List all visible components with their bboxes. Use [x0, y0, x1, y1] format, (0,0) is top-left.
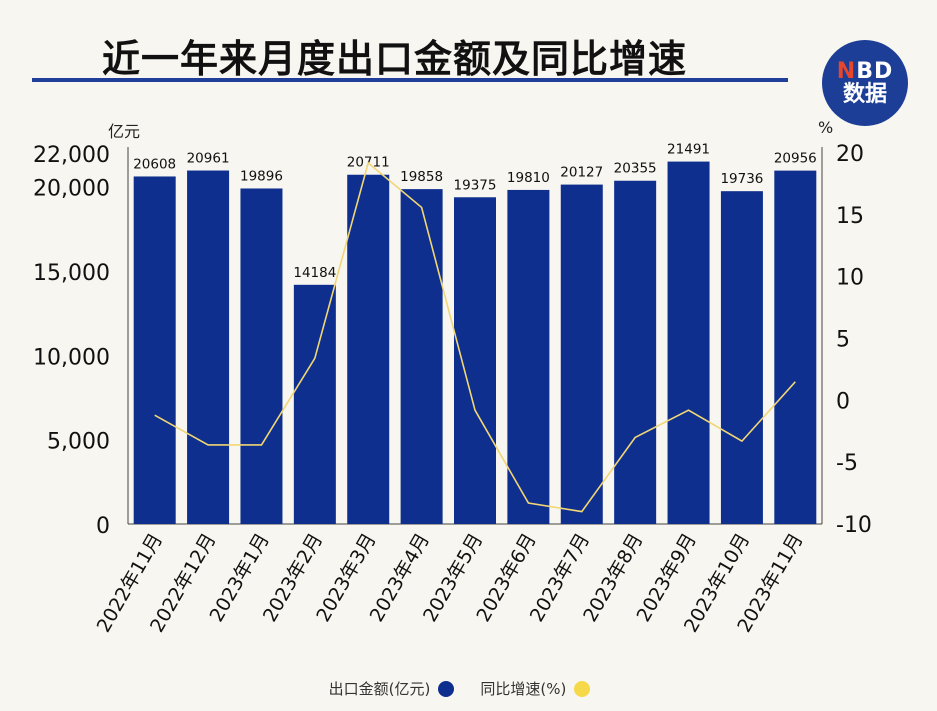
- right-tick-label: 10: [836, 266, 864, 291]
- bar: [187, 170, 230, 525]
- right-tick-label: -10: [836, 513, 872, 538]
- bar: [240, 188, 283, 525]
- title-underline: [32, 78, 788, 82]
- right-tick-label: 20: [836, 142, 864, 167]
- logo-bd: BD: [856, 58, 894, 84]
- legend: 出口金额(亿元) 同比增速(%): [0, 678, 937, 699]
- bar: [400, 189, 443, 525]
- right-tick-label: 5: [836, 328, 850, 353]
- left-tick-label: 5,000: [47, 430, 110, 455]
- nbd-logo: NBD 数据: [822, 40, 908, 126]
- bar-value-label: 20961: [187, 151, 230, 167]
- logo-n: N: [836, 58, 857, 84]
- legend-label-export: 出口金额(亿元): [328, 680, 431, 698]
- legend-swatch-export: [438, 680, 455, 697]
- left-tick-label: 10,000: [33, 345, 110, 370]
- bar: [667, 161, 710, 524]
- bar-value-label: 19736: [720, 171, 763, 187]
- left-tick-label: 22,000: [33, 143, 110, 168]
- right-tick-label: 15: [836, 204, 864, 229]
- legend-swatch-growth: [574, 680, 591, 697]
- right-tick-label: 0: [836, 389, 850, 414]
- logo-data-text: 数据: [842, 82, 887, 107]
- bar: [133, 176, 176, 524]
- bar-value-label: 19375: [454, 177, 497, 193]
- bar: [614, 180, 657, 525]
- left-axis-unit: 亿元: [108, 122, 141, 141]
- left-tick-label: 15,000: [33, 261, 110, 286]
- bar-value-label: 19896: [240, 168, 283, 184]
- bar: [293, 284, 336, 524]
- bar-value-label: 19810: [507, 170, 550, 186]
- bar-value-label: 20355: [614, 161, 657, 177]
- bar-value-label: 14184: [293, 265, 336, 281]
- bar: [347, 174, 390, 524]
- legend-label-growth: 同比增速(%): [480, 680, 567, 698]
- bar: [774, 170, 817, 524]
- bar: [720, 191, 763, 525]
- left-tick-label: 20,000: [33, 177, 110, 202]
- right-axis-unit: %: [818, 118, 834, 137]
- bar: [454, 197, 496, 525]
- bar: [507, 189, 550, 524]
- chart-title: 近一年来月度出口金额及同比增速: [102, 37, 688, 81]
- bar: [560, 184, 603, 525]
- bar-value-label: 19858: [400, 169, 443, 185]
- bar-value-label: 20608: [133, 156, 176, 172]
- bar-value-label: 21491: [667, 142, 710, 158]
- bar-value-label: 20956: [774, 151, 817, 167]
- growth-rate-line: [154, 161, 796, 513]
- right-tick-label: -5: [836, 451, 858, 476]
- bar-value-label: 20127: [560, 165, 603, 181]
- left-tick-label: 0: [96, 514, 110, 539]
